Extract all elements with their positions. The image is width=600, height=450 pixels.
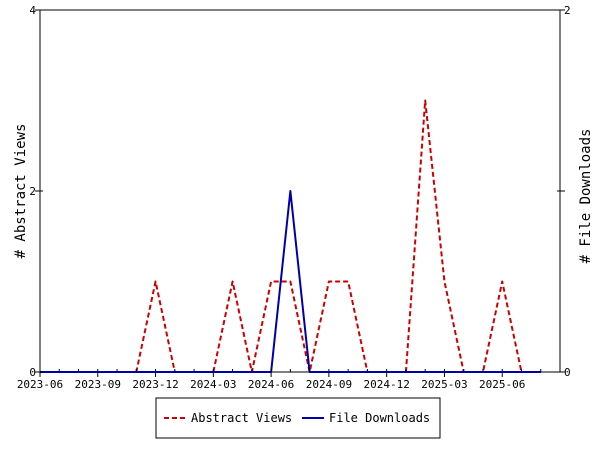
y-left-tick-label: 2 [29,185,36,198]
x-tick-label: 2023-12 [132,378,178,391]
legend-box [155,397,441,439]
legend-label-file-downloads: File Downloads [329,411,430,425]
legend-label-abstract-views: Abstract Views [191,411,292,425]
x-tick-label: 2025-06 [479,378,525,391]
x-tick-label: 2024-12 [363,378,409,391]
x-tick-label: 2023-09 [75,378,121,391]
legend: Abstract Views File Downloads [155,397,441,439]
axes: 2023-06 2023-09 2023-12 2024-03 2024-06 2024-… [17,4,571,391]
y-left-tick-label: 4 [29,4,36,17]
series-lines [40,99,541,373]
plot-area [39,9,561,373]
y-left-tick-label: 0 [29,366,36,379]
x-tick-label: 2024-06 [248,378,294,391]
y-axis-right-label: # File Downloads [578,129,594,264]
plot-frame [39,9,561,373]
x-tick-label: 2024-09 [306,378,352,391]
y-right-tick-label: 0 [564,366,571,379]
y-axis-left-label: # Abstract Views [13,124,29,259]
x-tick-label: 2025-03 [421,378,467,391]
x-tick-label: 2023-06 [17,378,63,391]
x-tick-label: 2024-03 [190,378,236,391]
series-line-file-downloads [40,190,541,373]
y-right-tick-label: 2 [564,4,571,17]
